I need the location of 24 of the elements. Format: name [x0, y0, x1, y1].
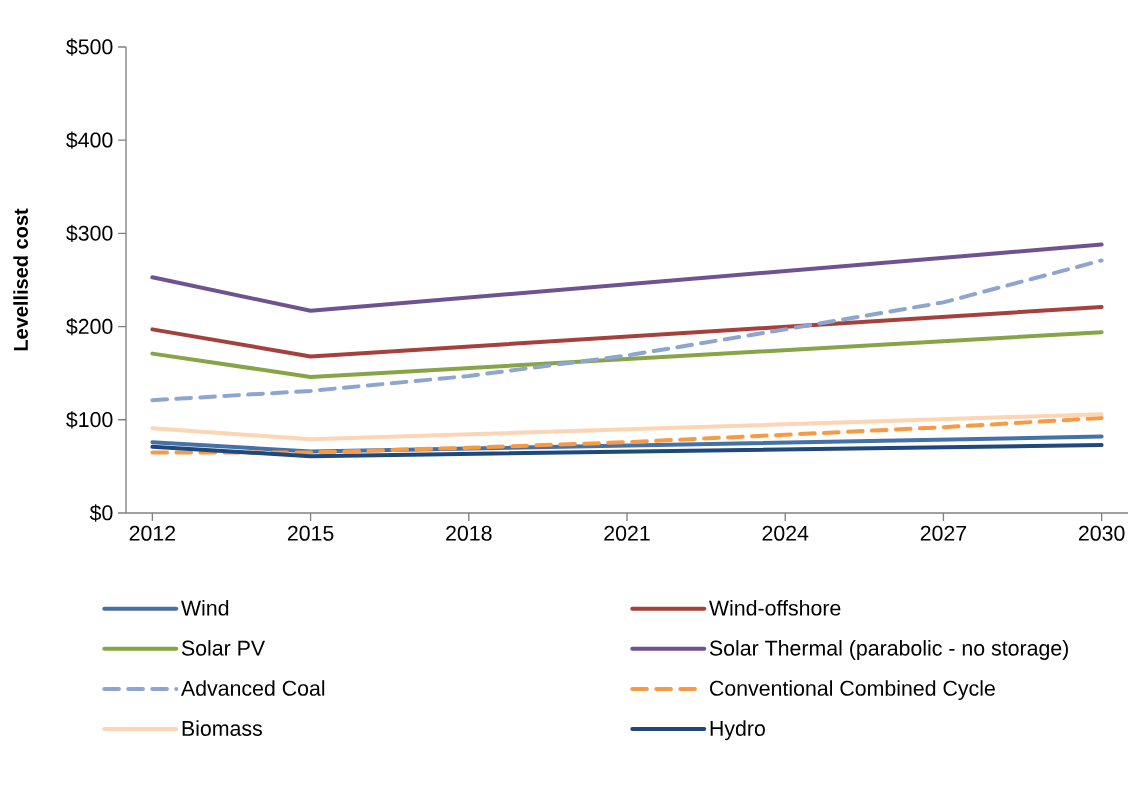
x-tick-label: 2021: [604, 525, 650, 541]
x-tick-label: 2018: [446, 525, 492, 541]
legend-label: Biomass: [182, 720, 262, 736]
x-tick-label: 2015: [287, 525, 334, 541]
legend-label: Wind: [181, 599, 229, 616]
legend-label: Hydro: [710, 720, 765, 741]
legend-label: Solar PV: [181, 640, 266, 656]
legend-label: Wind-offshore: [709, 599, 841, 616]
y-tick-label: $100: [66, 411, 113, 429]
line-series: [150, 258, 1104, 403]
y-tick-label: $400: [66, 131, 113, 149]
x-tick-label: 2030: [1078, 525, 1125, 541]
y-axis-title: Levellised cost: [13, 208, 28, 351]
x-tick-label: 2012: [129, 525, 176, 541]
x-tick-label: 2027: [920, 525, 967, 541]
y-tick-label: $300: [66, 224, 113, 243]
y-tick-label: $500: [66, 38, 113, 56]
legend-label: Solar Thermal (parabolic - no storage): [709, 640, 1068, 660]
legend-label: Conventional Combined Cycle: [710, 680, 995, 701]
y-tick-label: $0: [89, 504, 113, 522]
y-tick-label: $200: [66, 317, 113, 336]
line-series: [150, 415, 1104, 455]
legend-label: Advanced Coal: [180, 680, 325, 696]
x-tick-label: 2024: [762, 525, 809, 541]
